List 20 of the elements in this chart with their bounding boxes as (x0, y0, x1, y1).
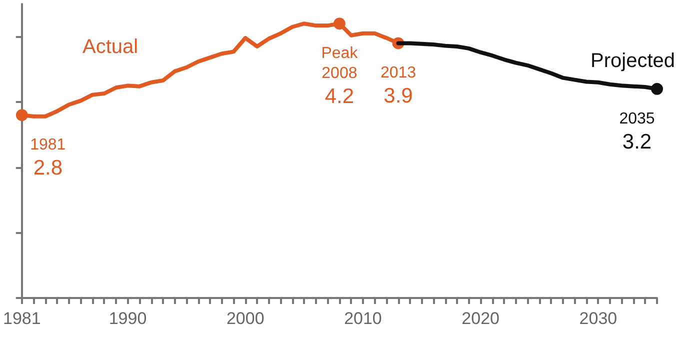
x-tick-label: 2010 (344, 309, 382, 328)
point (651, 82, 663, 95)
annotation: 2008 (322, 65, 358, 82)
annotation: 2035 (619, 110, 655, 128)
point (16, 109, 28, 122)
x-tick-label: 1981 (2, 309, 41, 328)
annotation: Peak (321, 45, 359, 62)
annotation: 2013 (380, 64, 416, 82)
data-label: 4.2 (324, 85, 354, 108)
data-label: 2.8 (33, 156, 63, 180)
annotation: 1981 (30, 136, 66, 154)
point (333, 18, 346, 30)
data-label: 3.2 (622, 130, 652, 154)
x-tick-label: 2020 (462, 309, 500, 328)
series-label: Projected (590, 50, 675, 72)
x-tick-label: 1990 (108, 309, 147, 328)
data-label: 3.9 (384, 84, 413, 108)
x-tick-label: 2000 (226, 309, 264, 328)
x-tick-label: 2030 (579, 309, 618, 328)
series-label: Actual (82, 36, 138, 58)
